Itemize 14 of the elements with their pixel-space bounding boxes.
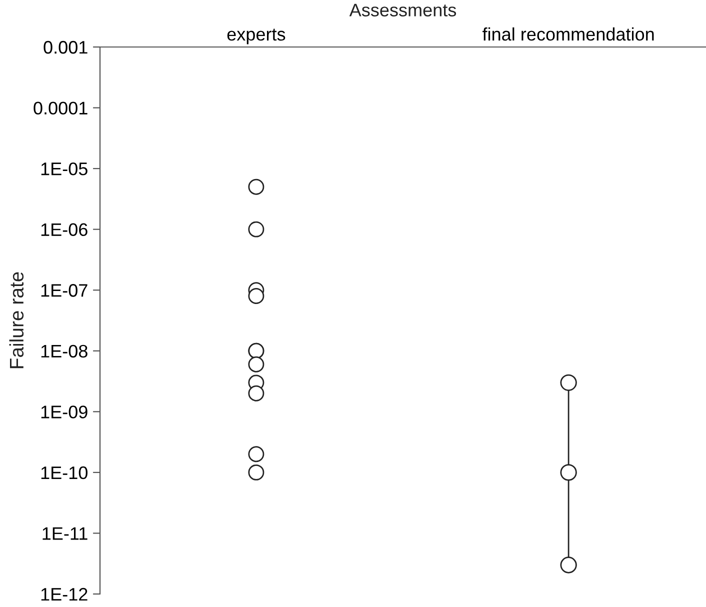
y-tick-label: 1E-10 (41, 466, 88, 480)
y-tick-label: 1E-08 (41, 344, 88, 358)
y-tick-label: 1E-12 (41, 588, 88, 601)
y-tick-label: 1E-06 (41, 223, 88, 236)
y-tick-label: 0.0001 (34, 102, 88, 114)
y-tick-label: 1E-09 (41, 406, 88, 418)
y-tick-label: 1E-05 (41, 162, 88, 176)
x-axis-title: Assessments (349, 4, 456, 16)
x-tick-label: final recommendation (482, 27, 654, 41)
y-axis-title: Failure rate (9, 272, 24, 368)
y-tick-label: 1E-11 (42, 527, 88, 540)
y-tick-label: 0.001 (44, 40, 88, 54)
y-tick-label: 1E-07 (41, 284, 88, 297)
x-tick-label: experts (227, 28, 286, 44)
